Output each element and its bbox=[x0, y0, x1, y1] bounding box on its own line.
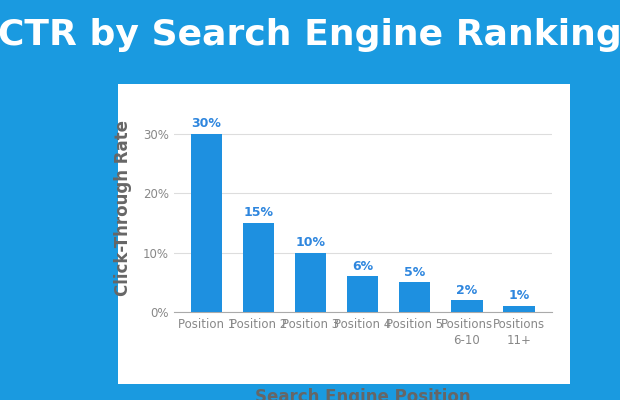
Y-axis label: Click-Through Rate: Click-Through Rate bbox=[113, 120, 131, 296]
X-axis label: Search Engine Position: Search Engine Position bbox=[255, 388, 471, 400]
Text: 5%: 5% bbox=[404, 266, 425, 279]
Bar bbox=[451, 300, 482, 312]
Bar bbox=[399, 282, 430, 312]
Text: 30%: 30% bbox=[192, 117, 221, 130]
Bar bbox=[295, 252, 326, 312]
Bar bbox=[503, 306, 534, 312]
Bar bbox=[347, 276, 378, 312]
Bar bbox=[191, 134, 222, 312]
Text: 2%: 2% bbox=[456, 284, 477, 296]
Bar bbox=[243, 223, 274, 312]
Text: 10%: 10% bbox=[296, 236, 326, 249]
Text: 15%: 15% bbox=[244, 206, 273, 219]
Text: 6%: 6% bbox=[352, 260, 373, 273]
Text: 1%: 1% bbox=[508, 290, 529, 302]
Text: CTR by Search Engine Ranking: CTR by Search Engine Ranking bbox=[0, 18, 620, 52]
